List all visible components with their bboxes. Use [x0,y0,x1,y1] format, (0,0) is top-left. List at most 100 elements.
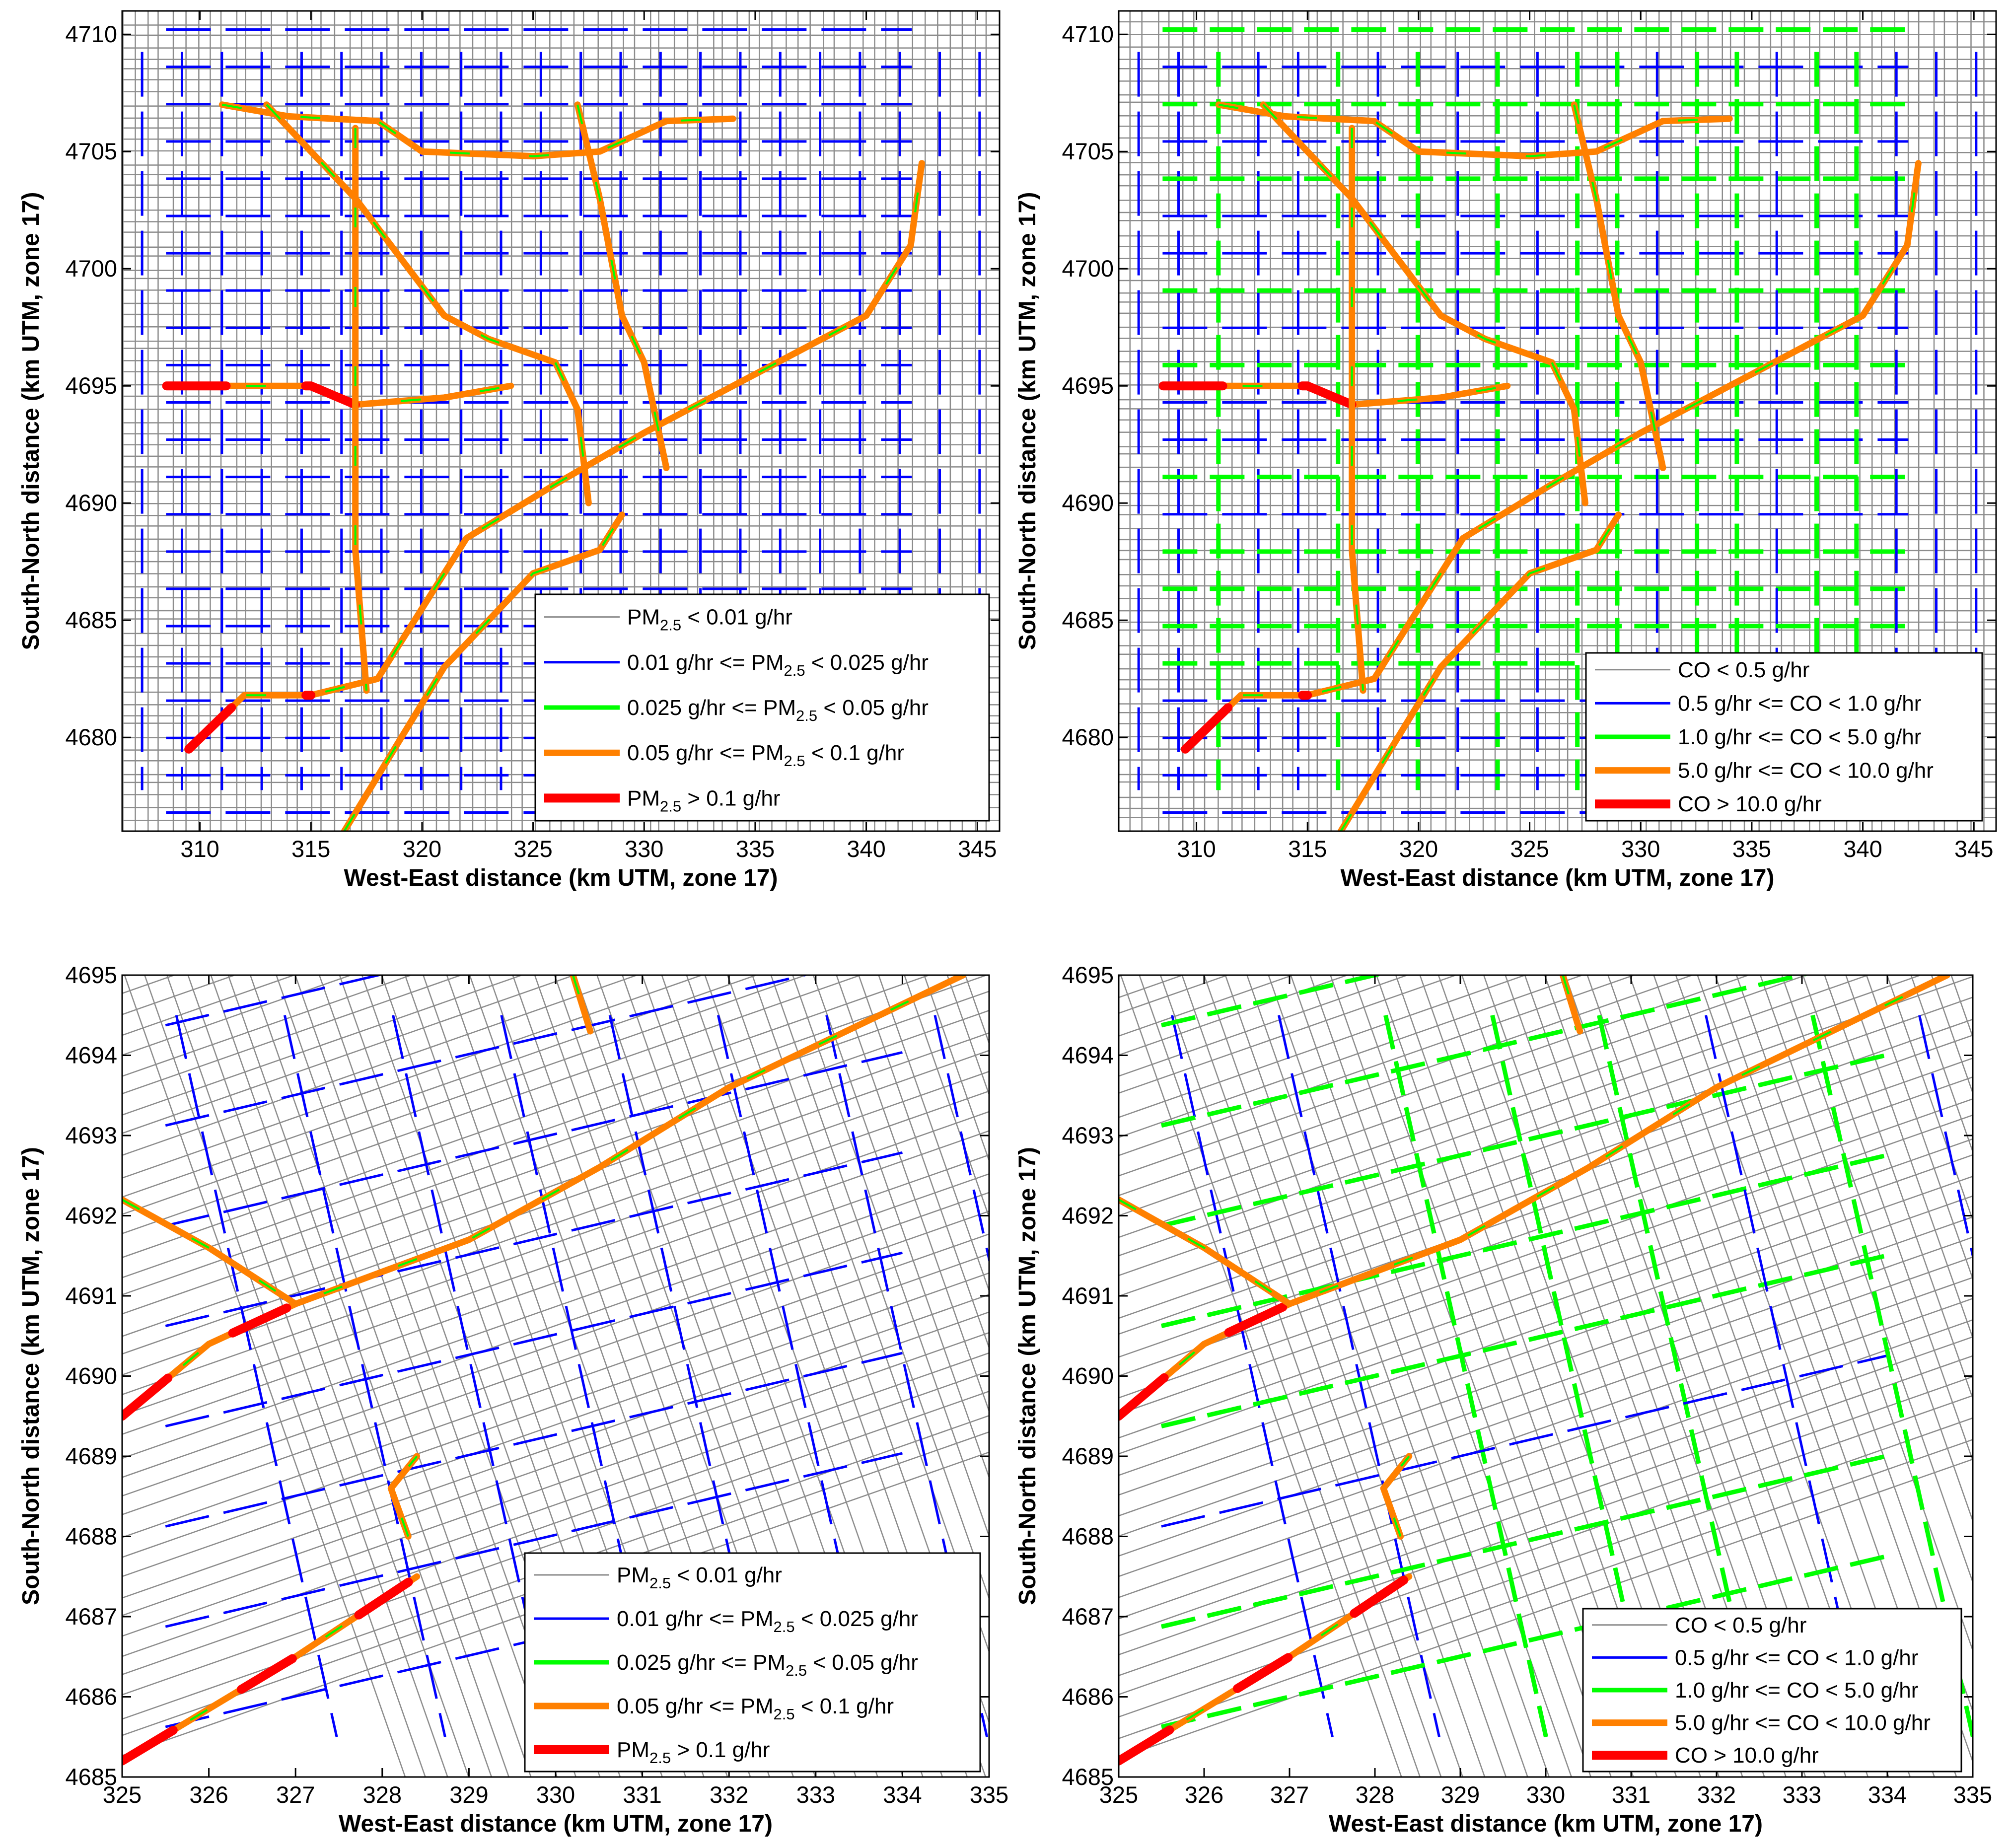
freeways [1119,975,1950,1766]
street-line [1119,975,1527,1118]
chart-panel-4: 325 326 327 328 329 330 331 332 333 334 335 4685 468… [1014,962,1992,1837]
legend-label-2: 0.01 g/hr <= PM2.5 < 0.025 g/hr [627,650,929,679]
legend: PM2.5 < 0.01 g/hr 0.01 g/hr <= PM2.5 < 0.… [534,593,990,822]
street-line [1119,975,1409,1077]
y-tick-label: 4705 [1062,138,1114,164]
x-tick-label: 332 [1697,1781,1736,1808]
freeway-overlay-4 [1262,104,1586,503]
legend-label-4: 5.0 g/hr <= CO < 10.0 g/hr [1675,1711,1931,1735]
freeway-overlay-7 [1351,128,1364,691]
freeway-hotspot-1 [1181,691,1312,754]
x-tick-label: 335 [970,1781,1008,1808]
street-line [1203,975,1486,1777]
y-tick-label: 4680 [1062,724,1114,750]
street-line [1309,975,1592,1777]
y-axis-label: South-North distance (km UTM, zone 17) [18,192,44,650]
arterial-road-vertical [933,1015,989,1265]
street-line [122,975,989,1279]
arterial-road-horizontal [165,1051,903,1227]
street-line [1119,1336,1973,1636]
street-line [122,975,808,1215]
street-line [1119,975,1458,1094]
x-tick-label: 328 [363,1781,402,1808]
x-tick-label: 335 [736,836,775,862]
freeway-overlay-3 [1119,1199,1291,1305]
street-line [792,975,989,1538]
y-tick-label: 4695 [65,962,117,988]
y-tick-label: 4686 [65,1684,117,1710]
chart-panel-1: 310 315 320 325 330 335 340 345 4680 4685 4690 4695… [18,10,1001,891]
street-line [1119,1058,1973,1358]
legend-label-5: PM2.5 > 0.1 g/hr [627,786,780,815]
legend-label-2: 0.5 g/hr <= CO < 1.0 g/hr [1678,691,1921,715]
freeway-overlay-2 [166,385,511,406]
y-tick-label: 4689 [1062,1443,1114,1469]
y-tick-label: 4685 [1062,607,1114,633]
street-line [1119,975,1923,1257]
freeway-3 [1215,101,1733,160]
y-tick-label: 4700 [65,255,117,282]
street-grid [1119,11,1996,831]
freeway-overlay-4 [1382,1455,1410,1537]
street-line [1119,1034,1973,1335]
street-line [1802,975,1973,1462]
y-tick-label: 4695 [1062,962,1114,988]
legend: CO < 0.5 g/hr 0.5 g/hr <= CO < 1.0 g/hr 1.… [1585,652,1983,822]
arterial-road-horizontal [1160,1053,1888,1228]
street-line [770,975,989,1601]
freeway-hotspot-1 [184,691,316,754]
arterial-road-horizontal [1160,975,1810,1128]
street-grid [1119,975,1973,1777]
x-tick-label: 345 [1954,836,1993,862]
street-line [751,975,989,1654]
y-tick-label: 4691 [1062,1282,1114,1309]
street-line [904,975,989,1219]
street-line [1119,975,1349,1056]
street-line [122,1370,989,1675]
street-line [122,975,931,1258]
x-tick-label: 330 [1526,1781,1565,1808]
legend-label-4: 0.05 g/hr <= PM2.5 < 0.1 g/hr [627,741,904,770]
y-tick-label: 4680 [65,724,117,750]
y-tick-label: 4690 [1062,490,1114,516]
street-line [1119,1319,1973,1620]
street-line [1120,975,1402,1777]
legend-label-3: 1.0 g/hr <= CO < 5.0 g/hr [1678,725,1921,749]
street-line [1119,1154,1973,1455]
street-line [122,975,758,1198]
street-line [122,1294,989,1599]
freeway-hotspot-2 [162,381,360,409]
x-tick-label: 334 [1868,1781,1907,1808]
arterial-road-horizontal [1160,1453,1888,1629]
legend-label-1: CO < 0.5 g/hr [1678,658,1809,682]
y-tick-label: 4700 [1062,255,1114,282]
street-line [1760,975,1973,1584]
y-axis-label: South-North distance (km UTM, zone 17) [1014,192,1041,650]
x-tick-label: 330 [536,1781,575,1808]
street-line [122,975,463,1094]
axes-box [121,10,1001,832]
street-line [122,975,413,1077]
street-line [122,1210,989,1515]
street-line [1159,975,1442,1777]
arterial-road-horizontal [1160,975,1384,1028]
street-line [1735,975,1973,1652]
street-line [1119,1277,1973,1577]
freeway-overlay-7 [354,128,368,691]
x-tick-label: 331 [623,1781,661,1808]
x-tick-label: 332 [710,1781,748,1808]
road-network-3 [122,975,989,1777]
street-line [836,975,989,1414]
street-line [122,1272,989,1577]
street-line [878,975,989,1293]
freeway-3 [218,101,736,160]
legend-label-1: CO < 0.5 g/hr [1675,1613,1806,1637]
x-tick-label: 340 [1843,836,1882,862]
x-tick-label: 326 [189,1781,228,1808]
street-line [122,1130,989,1435]
street-line [122,1311,989,1616]
y-tick-label: 4694 [65,1042,117,1068]
street-line [1139,975,1421,1777]
street-line [1119,1195,1973,1496]
street-line [122,1070,989,1376]
